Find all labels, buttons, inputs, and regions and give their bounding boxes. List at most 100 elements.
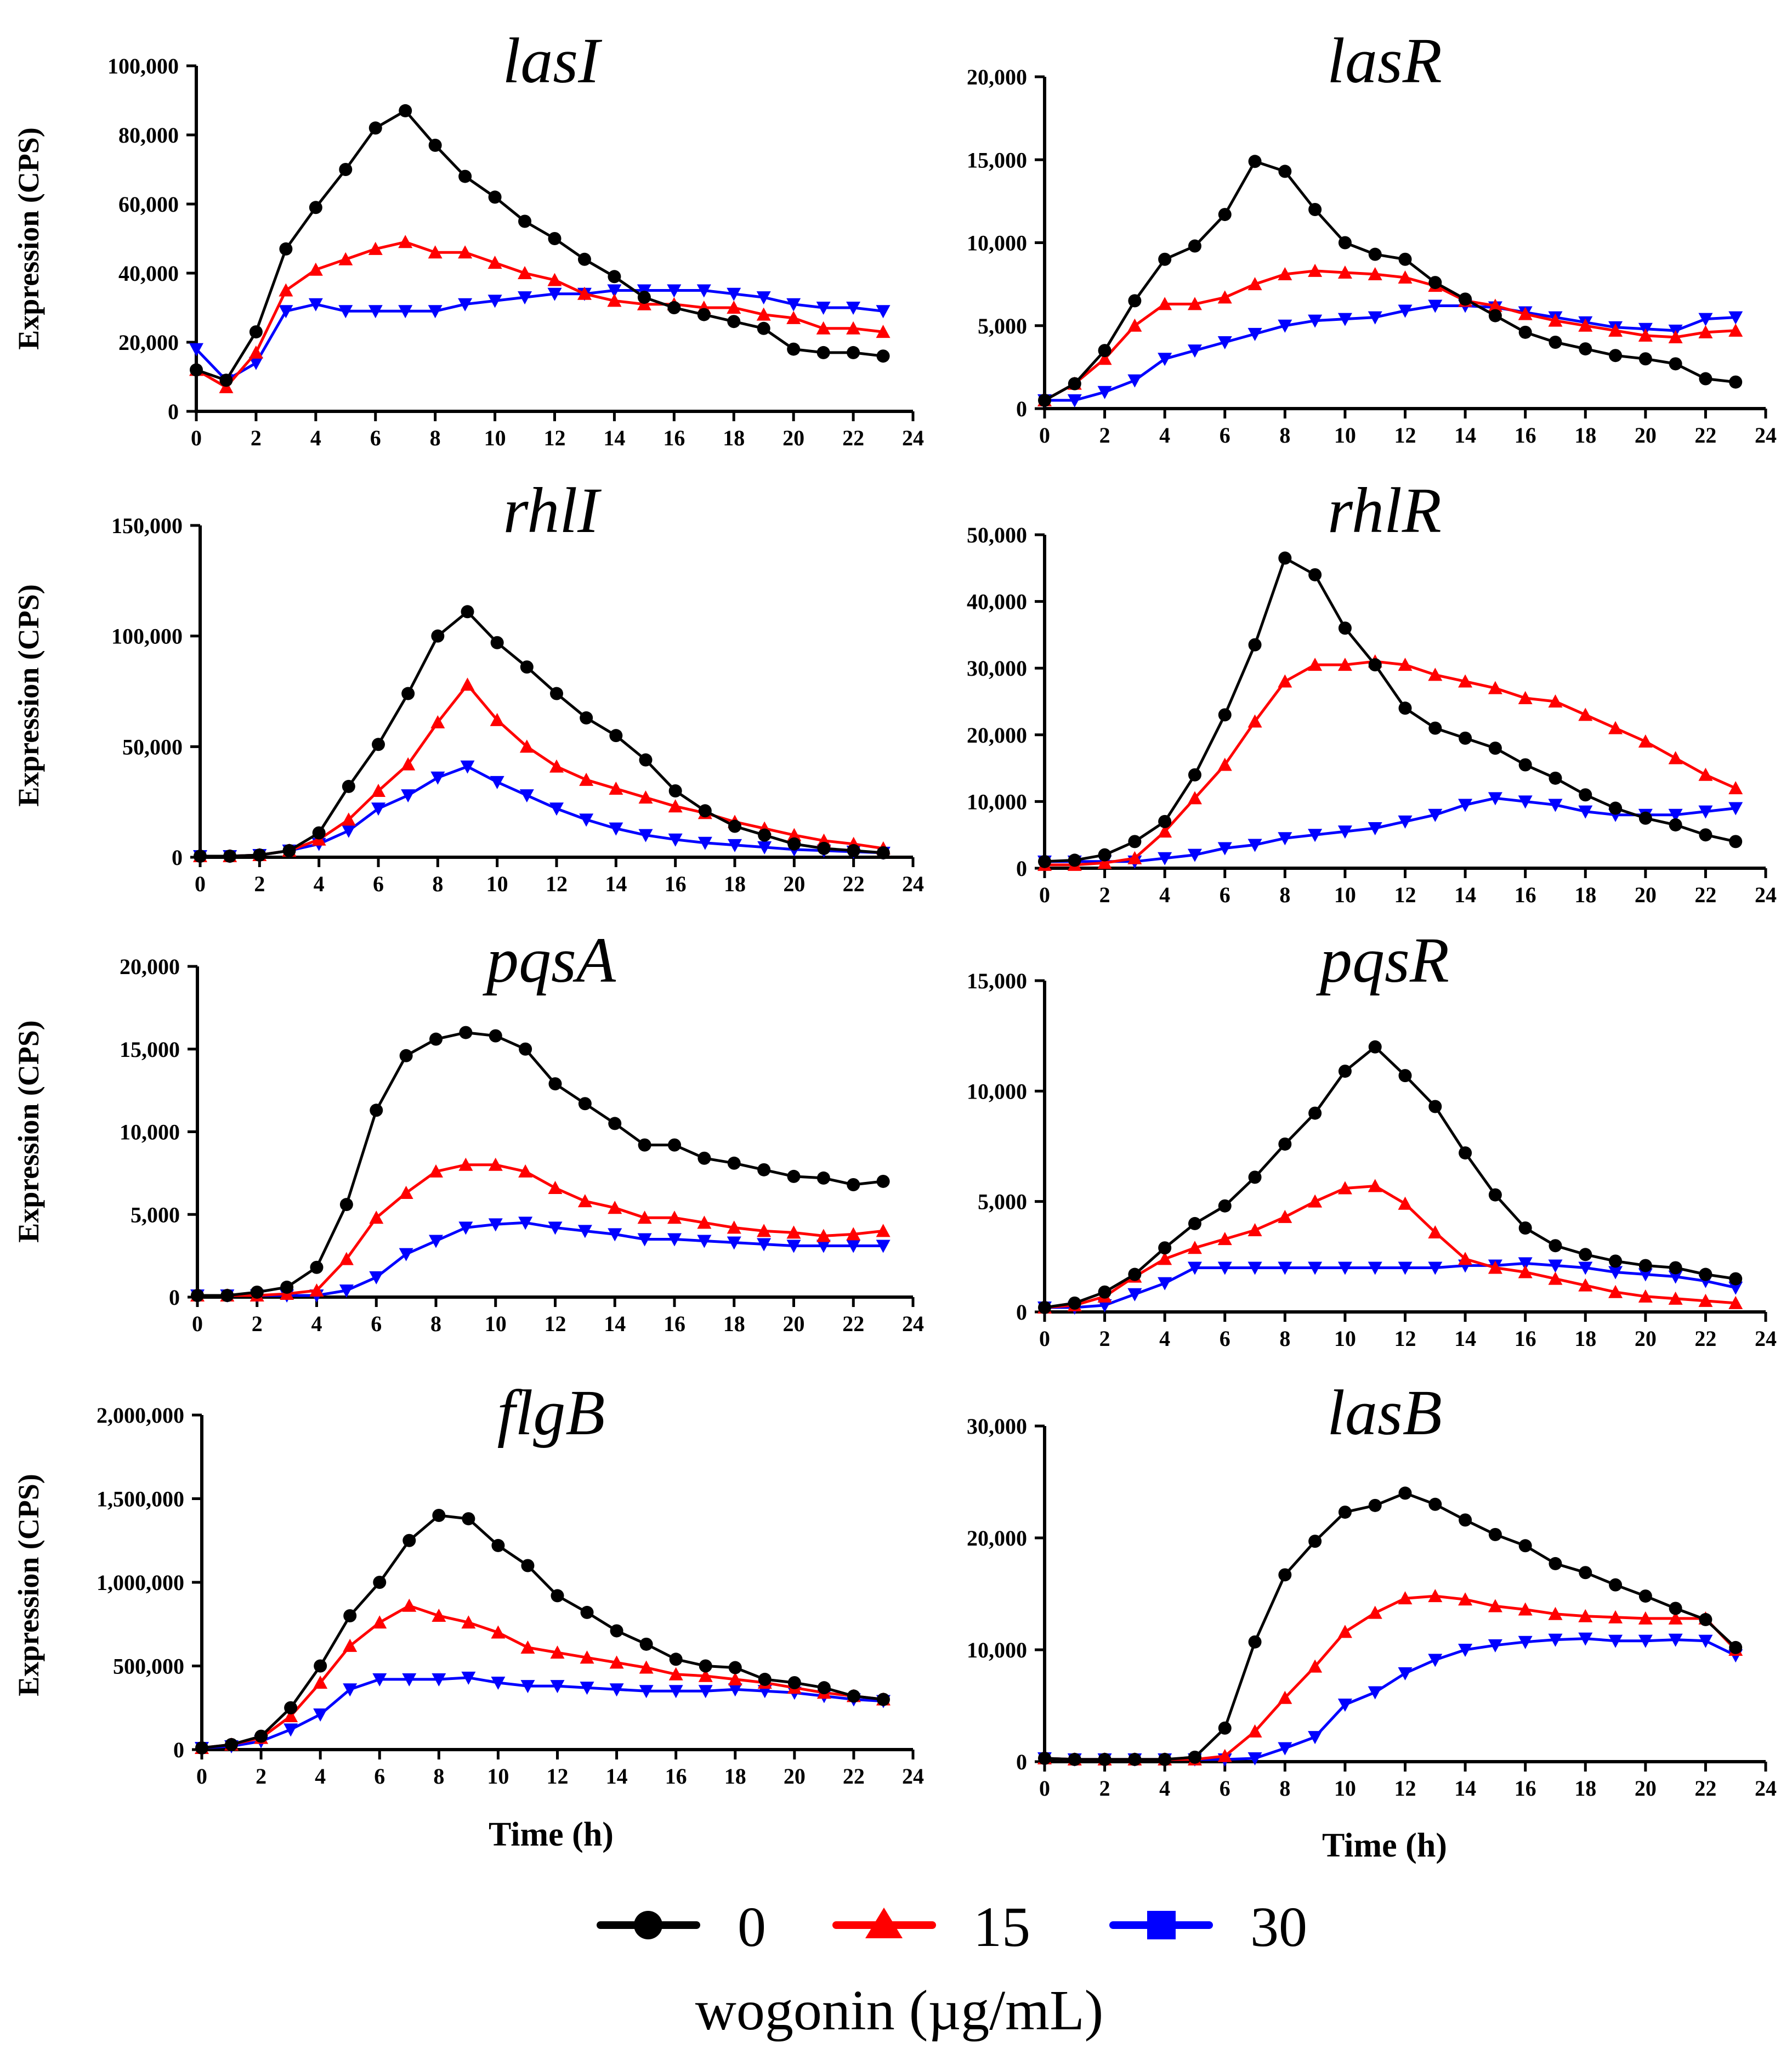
- data-point-0: [577, 252, 591, 266]
- data-point-30: [1158, 1277, 1172, 1291]
- data-point-30: [1398, 304, 1413, 318]
- data-point-15: [490, 712, 504, 726]
- data-point-0: [1038, 855, 1051, 868]
- data-point-0: [548, 232, 562, 245]
- data-point-0: [432, 1509, 446, 1522]
- data-point-30: [313, 1708, 328, 1722]
- data-point-30: [1217, 336, 1232, 349]
- data-point-0: [1098, 1285, 1112, 1299]
- data-point-30: [609, 822, 623, 836]
- data-point-0: [370, 1104, 383, 1117]
- data-point-0: [518, 214, 532, 228]
- data-point-0: [1398, 1069, 1412, 1083]
- y-axis-label: Expression (CPS): [12, 1020, 45, 1243]
- data-point-0: [461, 605, 474, 619]
- data-point-30: [1278, 319, 1292, 333]
- data-point-0: [1518, 1539, 1532, 1553]
- x-tick-label: 8: [1279, 882, 1290, 907]
- data-point-30: [1578, 1632, 1593, 1646]
- legend-marker-15: [865, 1908, 903, 1938]
- data-point-15: [1428, 667, 1443, 681]
- data-point-0: [489, 1029, 502, 1043]
- x-tick-label: 10: [487, 1764, 509, 1789]
- x-tick-label: 10: [1334, 423, 1356, 448]
- panel-title: pqsA: [483, 924, 616, 996]
- data-point-15: [518, 266, 532, 279]
- data-point-30: [1337, 825, 1352, 839]
- legend-marker-0: [634, 1911, 662, 1939]
- x-tick-label: 12: [545, 1311, 566, 1336]
- data-point-15: [1217, 757, 1232, 771]
- legend-label-0: 0: [738, 1895, 766, 1959]
- series-layer: [1037, 155, 1743, 408]
- data-point-0: [1248, 155, 1262, 168]
- data-point-0: [787, 1676, 801, 1689]
- y-tick-label: 20,000: [120, 954, 180, 979]
- data-point-15: [1247, 714, 1262, 728]
- series-line-0: [1044, 1491, 1737, 1761]
- data-point-15: [1458, 674, 1473, 688]
- data-point-0: [1128, 1268, 1142, 1281]
- data-point-30: [1488, 1639, 1502, 1653]
- data-point-15: [1458, 1592, 1473, 1606]
- x-tick-label: 0: [191, 426, 202, 450]
- data-point-30: [1698, 313, 1713, 326]
- data-point-0: [1669, 1261, 1682, 1275]
- data-point-0: [1308, 1535, 1322, 1548]
- data-point-0: [1459, 1513, 1472, 1527]
- x-tick-label: 10: [484, 426, 506, 450]
- data-point-0: [608, 270, 621, 284]
- y-tick-label: 5,000: [131, 1202, 180, 1227]
- series-15: [195, 1598, 891, 1754]
- panel-flgB: flgB Expression (CPS) Time (h) 0 500,000 1…: [12, 1377, 924, 1853]
- data-point-0: [1188, 1216, 1201, 1230]
- data-point-15: [1127, 851, 1142, 864]
- data-point-0: [1368, 658, 1382, 672]
- series-line-15: [1044, 269, 1736, 402]
- data-point-30: [1638, 1268, 1653, 1282]
- series-0: [1038, 551, 1743, 868]
- x-tick-label: 2: [256, 1764, 266, 1789]
- y-axis-label: Expression (CPS): [12, 1474, 45, 1696]
- data-point-30: [460, 760, 475, 774]
- x-tick-label: 4: [314, 872, 325, 896]
- x-tick-label: 10: [1334, 1326, 1356, 1351]
- data-point-0: [1188, 768, 1201, 782]
- data-point-0: [1459, 1146, 1472, 1160]
- data-point-0: [1338, 621, 1352, 635]
- data-point-30: [248, 357, 263, 370]
- data-point-0: [459, 1026, 473, 1039]
- data-point-15: [1428, 1225, 1443, 1239]
- series-line-15: [197, 1163, 883, 1297]
- legend-label-30: 30: [1250, 1895, 1307, 1959]
- data-point-0: [1638, 1259, 1652, 1272]
- data-point-15: [1578, 708, 1593, 721]
- data-point-30: [1578, 1261, 1593, 1275]
- data-point-30: [1698, 1634, 1713, 1648]
- series-line-15: [1044, 1594, 1737, 1761]
- data-point-30: [369, 1271, 384, 1285]
- data-point-0: [1699, 828, 1712, 842]
- series-layer: [1037, 1040, 1743, 1315]
- y-tick-label: 2,000,000: [97, 1403, 184, 1428]
- data-point-0: [727, 315, 741, 329]
- data-point-0: [249, 325, 263, 339]
- data-point-30: [372, 1673, 387, 1687]
- data-point-0: [876, 1174, 890, 1188]
- data-point-0: [1038, 1300, 1051, 1314]
- data-point-0: [223, 849, 237, 863]
- data-point-0: [1368, 247, 1382, 261]
- data-point-0: [1248, 1170, 1262, 1184]
- series-line-0: [201, 1514, 884, 1750]
- data-point-30: [518, 291, 532, 305]
- data-point-30: [1728, 802, 1743, 816]
- series-15: [1037, 1589, 1743, 1766]
- data-point-15: [1548, 1271, 1563, 1285]
- data-point-15: [1638, 1611, 1653, 1625]
- data-point-30: [1067, 394, 1082, 408]
- data-point-30: [609, 1683, 624, 1697]
